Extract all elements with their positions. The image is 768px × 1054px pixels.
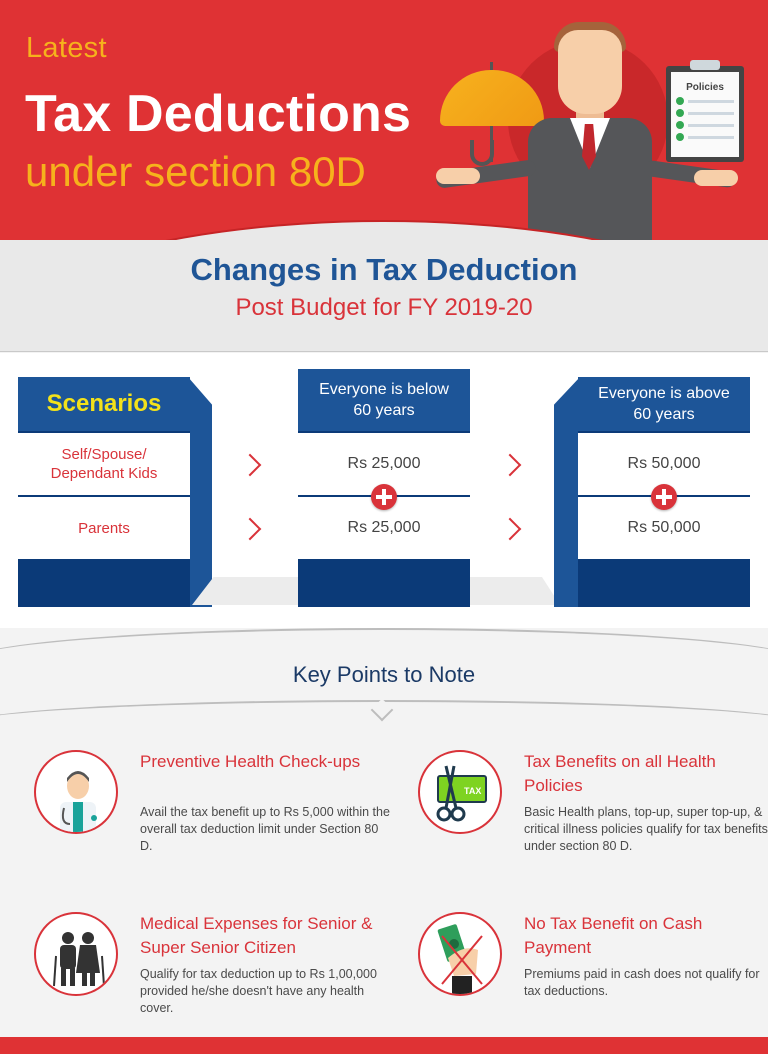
check-icon <box>676 121 684 129</box>
right-hand <box>694 170 738 186</box>
key-point-text: Basic Health plans, top-up, super top-up… <box>524 805 768 853</box>
svg-text:TAX: TAX <box>464 786 481 796</box>
key-point-text: Premiums paid in cash does not qualify f… <box>524 967 760 998</box>
hero-eyebrow: Latest <box>26 32 107 64</box>
tax-scissors-icon: TAX <box>418 750 502 834</box>
below-60-header: Everyone is below 60 years <box>298 369 470 433</box>
key-point-text: Avail the tax benefit up to Rs 5,000 wit… <box>140 805 390 853</box>
line <box>688 123 734 127</box>
key-points-title: Key Points to Note <box>292 662 476 687</box>
column-footer <box>578 561 750 607</box>
plus-icon <box>371 484 397 510</box>
key-point-title: Tax Benefits on all Health Policies <box>524 752 716 795</box>
clipboard-clip <box>690 60 720 70</box>
chevron-right-icon <box>238 453 262 477</box>
column-side-3d <box>188 377 212 607</box>
column-footer <box>18 561 190 607</box>
head <box>558 30 622 114</box>
businessman-illustration: Policies <box>430 0 768 240</box>
line <box>688 111 734 115</box>
senior-citizens-icon <box>34 912 118 996</box>
floor-3d <box>470 577 560 605</box>
check-icon <box>676 109 684 117</box>
checklist-row <box>676 109 734 117</box>
checklist-row <box>676 97 734 105</box>
plus-icon <box>651 484 677 510</box>
key-point-title: Medical Expenses for Senior & Super Seni… <box>140 914 373 957</box>
changes-section: Changes in Tax Deduction Post Budget for… <box>0 240 768 352</box>
umbrella-handle <box>470 140 494 166</box>
key-point-text: Qualify for tax deduction up to Rs 1,00,… <box>140 967 377 1015</box>
above-60-header: Everyone is above 60 years <box>578 377 750 433</box>
floor-3d <box>192 577 300 605</box>
checklist-row <box>676 133 734 141</box>
changes-title: Changes in Tax Deduction <box>190 252 578 287</box>
hero-subtitle: under section 80D <box>25 148 366 195</box>
chevron-right-icon <box>498 517 522 541</box>
hero-title: Tax Deductions <box>25 85 412 143</box>
hero-header: Latest Tax Deductions under section 80D … <box>0 0 768 250</box>
changes-subtitle: Post Budget for FY 2019-20 <box>235 294 533 321</box>
line <box>688 99 734 103</box>
scenarios-column: Scenarios Self/Spouse/ Dependant Kids Pa… <box>18 377 190 607</box>
clipboard-label: Policies <box>686 82 724 93</box>
left-hand <box>436 168 480 184</box>
scenarios-header: Scenarios <box>18 377 190 433</box>
doctor-icon <box>34 750 118 834</box>
scenario-self-family: Self/Spouse/ Dependant Kids <box>18 433 190 497</box>
key-point-title: Preventive Health Check-ups <box>140 752 361 771</box>
chevron-right-icon <box>238 517 262 541</box>
deduction-table: Scenarios Self/Spouse/ Dependant Kids Pa… <box>0 353 768 628</box>
column-footer <box>298 561 470 607</box>
clipboard-checklist-icon: Policies <box>666 60 744 162</box>
check-icon <box>676 133 684 141</box>
scenario-parents: Parents <box>18 497 190 561</box>
check-icon <box>676 97 684 105</box>
line <box>688 135 734 139</box>
key-point-title: No Tax Benefit on Cash Payment <box>524 914 703 957</box>
clipboard-paper: Policies <box>671 72 739 157</box>
checklist-row <box>676 121 734 129</box>
footer-bar <box>0 1037 768 1054</box>
column-side-3d <box>554 377 580 607</box>
tie <box>582 124 596 170</box>
chevron-right-icon <box>498 453 522 477</box>
no-cash-icon <box>418 912 502 996</box>
